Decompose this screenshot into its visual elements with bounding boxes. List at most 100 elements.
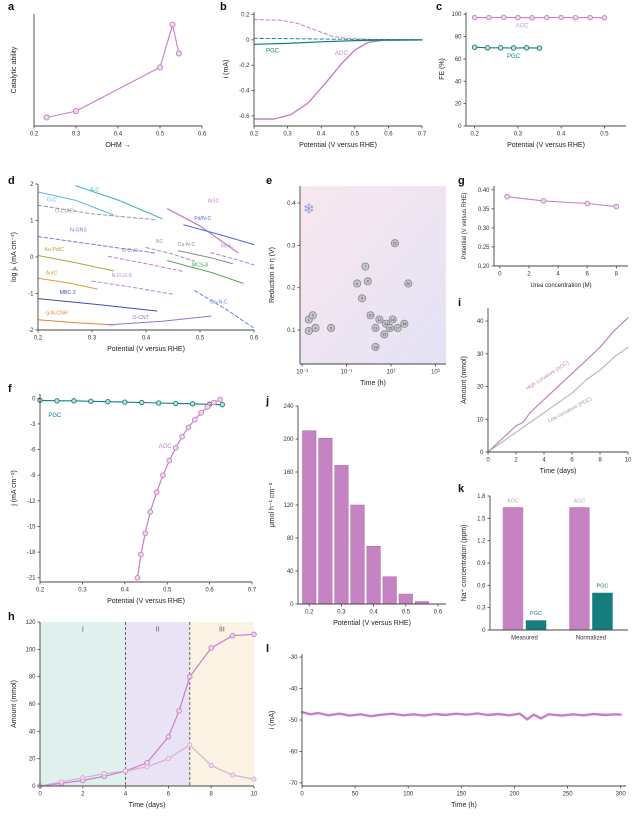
svg-text:M-ZnO: M-ZnO xyxy=(122,248,138,254)
panel-g-label: g xyxy=(458,175,465,187)
svg-text:2: 2 xyxy=(81,792,85,798)
panel-e: e 1 2 3 4 5 6 7 8 9 10 11 12 13 14 15 16 17 18 19 20 21 10⁻³ 1… xyxy=(266,176,454,392)
svg-text:120: 120 xyxy=(25,620,36,626)
svg-text:0.4: 0.4 xyxy=(142,336,151,342)
svg-text:80: 80 xyxy=(29,675,36,681)
svg-text:150: 150 xyxy=(456,792,467,798)
svg-text:0.3: 0.3 xyxy=(287,243,296,249)
svg-text:III: III xyxy=(219,627,225,634)
svg-text:20: 20 xyxy=(477,385,484,391)
svg-text:10: 10 xyxy=(369,314,373,318)
svg-text:-3: -3 xyxy=(30,422,36,428)
svg-text:FE (%): FE (%) xyxy=(439,58,446,80)
svg-text:Measured: Measured xyxy=(511,636,538,642)
panel-k-chart: Measured Normalized 0 0.3 0.6 0.9 1.2 1.5 1.8 Na⁺… xyxy=(461,494,628,642)
svg-text:20: 20 xyxy=(406,282,410,286)
svg-text:17: 17 xyxy=(396,326,400,330)
svg-text:0.5: 0.5 xyxy=(351,132,360,138)
svg-text:5: 5 xyxy=(330,326,332,330)
panel-g: g 0 2 4 6 8 0.20 0.25 0.30 0.35 0.40 Urea concentr… xyxy=(458,176,636,294)
svg-text:0.7: 0.7 xyxy=(248,588,257,594)
svg-text:0.5: 0.5 xyxy=(163,588,172,594)
panel-b: b 0.2 0.3 0.4 0.5 0.6 0.7 -0.6 -0.4 -0.2 0 0.2 Pote… xyxy=(220,2,432,154)
svg-text:Pd/N-C: Pd/N-C xyxy=(194,216,211,222)
svg-text:8: 8 xyxy=(615,272,619,278)
svg-text:-6: -6 xyxy=(30,448,36,454)
svg-text:40: 40 xyxy=(287,569,294,575)
svg-text:12: 12 xyxy=(377,318,381,322)
svg-text:0: 0 xyxy=(32,784,36,790)
panel-b-chart: 0.2 0.3 0.4 0.5 0.6 0.7 -0.6 -0.4 -0.2 0 0.2 Potent… xyxy=(223,12,427,149)
svg-text:0.20: 0.20 xyxy=(478,264,490,270)
svg-text:i (mA): i (mA) xyxy=(269,711,276,730)
panel-k: k Measured Normalized 0 0.3 0.6 0.9 1.2 1.5 1.8 N… xyxy=(458,484,636,646)
svg-text:PGC: PGC xyxy=(266,49,280,55)
svg-text:OHM →: OHM → xyxy=(105,142,130,149)
svg-text:Au-Pd/C: Au-Pd/C xyxy=(44,247,64,253)
svg-text:0.5: 0.5 xyxy=(196,336,205,342)
svg-text:0.3: 0.3 xyxy=(78,588,87,594)
svg-text:0.2: 0.2 xyxy=(470,132,479,138)
svg-text:20: 20 xyxy=(29,757,36,763)
svg-text:O-CNT: O-CNT xyxy=(132,315,149,321)
svg-text:MBC-2: MBC-2 xyxy=(60,290,76,296)
svg-text:0.5: 0.5 xyxy=(402,610,411,616)
svg-text:-40: -40 xyxy=(289,687,298,693)
svg-text:240: 240 xyxy=(283,404,294,410)
svg-text:0.2: 0.2 xyxy=(30,132,39,138)
svg-text:-0.4: -0.4 xyxy=(239,89,250,95)
svg-text:120: 120 xyxy=(283,503,294,509)
panel-f-label: f xyxy=(8,383,12,395)
svg-text:Time (days): Time (days) xyxy=(540,468,577,475)
svg-text:log jₖ (mA cm⁻²): log jₖ (mA cm⁻²) xyxy=(11,232,18,282)
panel-c: c 0.2 0.3 0.4 0.5 0 20 40 60 80 100 Potential (V v… xyxy=(436,2,636,154)
svg-text:2: 2 xyxy=(514,458,518,464)
svg-text:10³: 10³ xyxy=(431,370,440,376)
svg-text:100: 100 xyxy=(451,12,462,18)
svg-text:μmol h⁻¹ cm⁻²: μmol h⁻¹ cm⁻² xyxy=(269,482,276,527)
svg-text:10⁻³: 10⁻³ xyxy=(296,370,308,376)
svg-text:40: 40 xyxy=(455,79,462,85)
svg-text:0: 0 xyxy=(498,272,502,278)
svg-text:B-C: B-C xyxy=(90,187,99,193)
svg-text:Time (h): Time (h) xyxy=(360,380,386,387)
svg-text:300: 300 xyxy=(616,792,627,798)
svg-text:Potential (V versus RHE): Potential (V versus RHE) xyxy=(507,142,585,149)
svg-text:40: 40 xyxy=(477,319,484,325)
svg-text:-9: -9 xyxy=(30,473,36,479)
svg-text:1.8: 1.8 xyxy=(477,494,486,500)
svg-text:0: 0 xyxy=(32,396,36,402)
svg-text:60: 60 xyxy=(455,57,462,63)
svg-text:1.2: 1.2 xyxy=(477,539,486,545)
svg-text:7: 7 xyxy=(364,265,366,269)
svg-text:-1: -1 xyxy=(28,292,34,298)
svg-text:6: 6 xyxy=(167,792,171,798)
svg-text:15: 15 xyxy=(388,326,392,330)
svg-text:0.2: 0.2 xyxy=(36,588,45,594)
svg-text:0: 0 xyxy=(486,458,490,464)
svg-text:4: 4 xyxy=(315,326,317,330)
svg-text:80: 80 xyxy=(455,35,462,41)
svg-text:2: 2 xyxy=(527,272,531,278)
svg-text:14: 14 xyxy=(384,322,388,326)
svg-text:-60: -60 xyxy=(289,749,298,755)
svg-text:0.5: 0.5 xyxy=(156,132,165,138)
svg-text:Au/C: Au/C xyxy=(46,271,58,277)
panel-h: h 0 2 4 6 8 10 0 20 40 60 80 100 120 Time (days) Amoun… xyxy=(8,612,262,814)
svg-text:AGC: AGC xyxy=(507,499,519,505)
svg-text:10¹: 10¹ xyxy=(387,370,396,376)
svg-text:0.5: 0.5 xyxy=(600,132,609,138)
svg-text:0: 0 xyxy=(482,628,486,634)
svg-text:O-C: O-C xyxy=(47,198,57,204)
panel-i: i 0 2 4 6 8 10 0 10 20 30 40 Time (days) Amount (mmo… xyxy=(458,298,636,480)
svg-text:0.3: 0.3 xyxy=(88,336,97,342)
panel-d: d 0.2 0.3 0.4 0.5 0.6 -2 -1 0 1 2 Potential (V ver… xyxy=(8,176,262,358)
svg-text:Normalized: Normalized xyxy=(576,636,606,642)
svg-text:16: 16 xyxy=(391,318,395,322)
svg-text:0.2: 0.2 xyxy=(250,132,259,138)
svg-text:1.5: 1.5 xyxy=(477,516,486,522)
panel-j-label: j xyxy=(266,395,270,407)
svg-text:18: 18 xyxy=(402,322,406,326)
panel-k-label: k xyxy=(458,483,465,495)
svg-text:AGC: AGC xyxy=(516,24,530,30)
